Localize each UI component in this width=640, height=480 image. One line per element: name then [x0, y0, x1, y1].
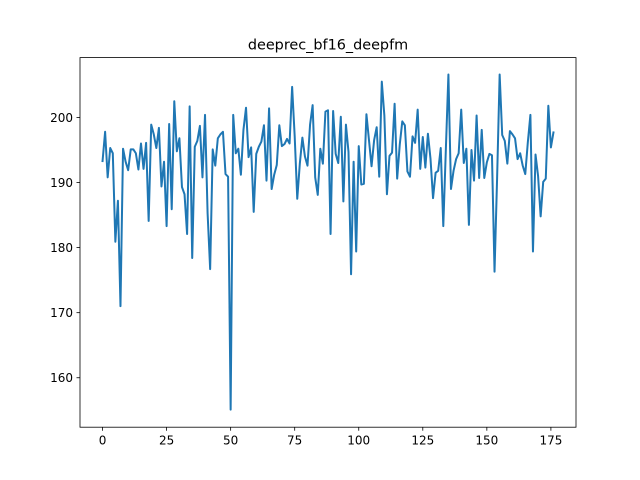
- x-tick-label: 0: [99, 434, 107, 448]
- x-tick-label: 50: [223, 434, 238, 448]
- y-tick-label: 190: [50, 176, 73, 190]
- x-tick-label: 75: [287, 434, 302, 448]
- y-tick-label: 180: [50, 241, 73, 255]
- x-tick-label: 150: [475, 434, 498, 448]
- x-tick-label: 125: [411, 434, 434, 448]
- chart-title: deeprec_bf16_deepfm: [248, 38, 408, 54]
- y-axis-ticks: 160 170 180 190 200: [50, 111, 80, 385]
- x-tick-label: 100: [347, 434, 370, 448]
- y-tick-label: 170: [50, 306, 73, 320]
- plot-frame: [79, 57, 577, 428]
- y-tick-label: 160: [50, 371, 73, 385]
- x-tick-label: 175: [539, 434, 562, 448]
- y-tick-label: 200: [50, 111, 73, 125]
- series-line: [101, 73, 555, 411]
- x-tick-label: 25: [159, 434, 174, 448]
- x-axis-ticks: 0 25 50 75 100 125 150 175: [99, 427, 562, 448]
